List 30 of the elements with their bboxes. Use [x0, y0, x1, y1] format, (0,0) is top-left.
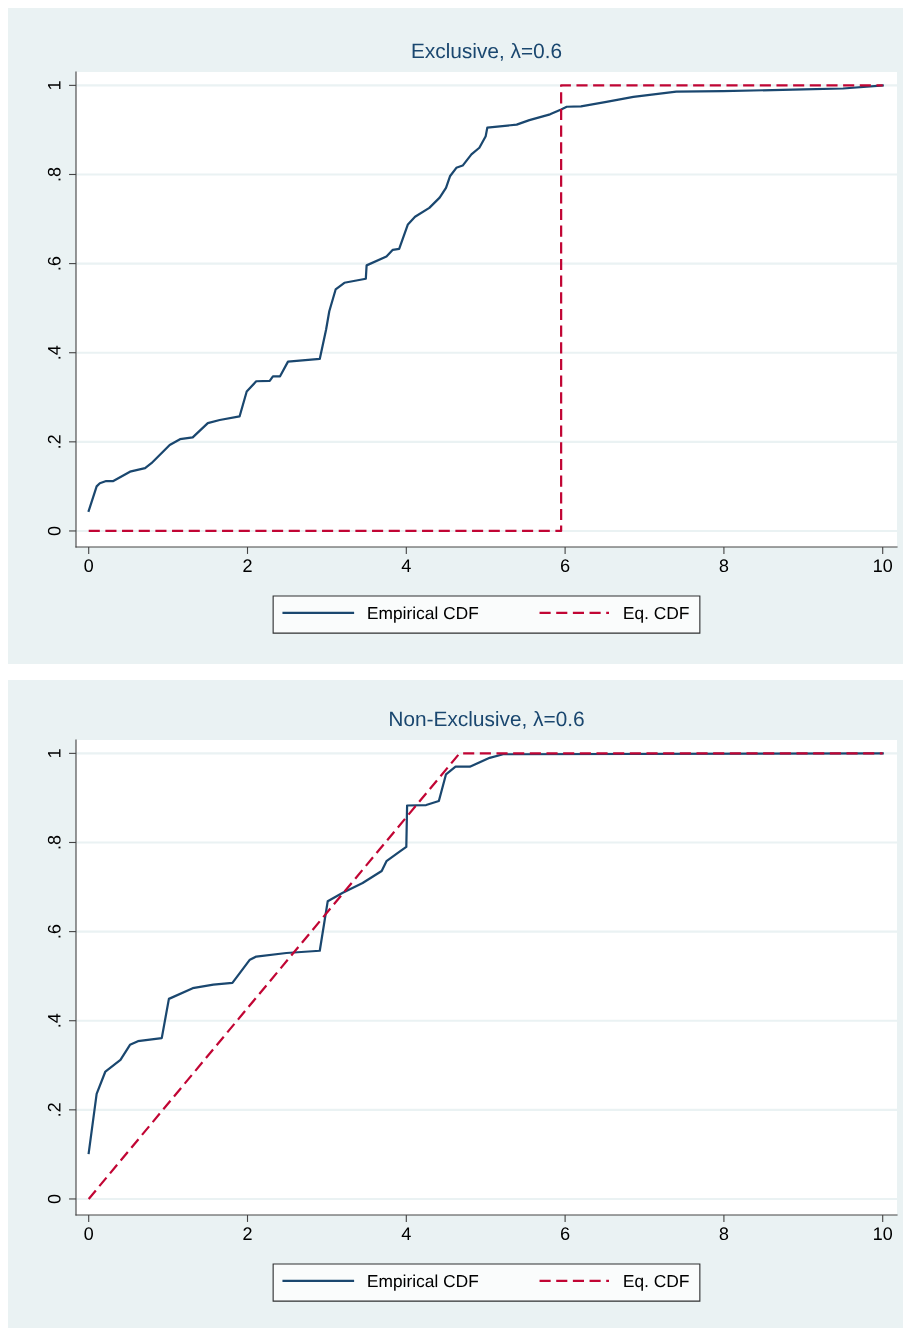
x-tick-label: 0: [84, 1227, 94, 1241]
y-tick-label: .2: [47, 1103, 61, 1116]
y-tick-label: .6: [47, 924, 61, 938]
legend-label: Eq. CDF: [624, 606, 689, 623]
y-tick-label: .8: [47, 167, 61, 181]
y-tick-label: 1: [48, 81, 61, 90]
y-tick-label: .2: [47, 435, 61, 448]
y-tick-label: 1: [48, 749, 61, 758]
x-tick-label: 2: [243, 559, 252, 572]
legend-label: Empirical CDF: [368, 1274, 479, 1291]
x-tick-label: 4: [401, 1227, 411, 1240]
y-tick-label: .8: [47, 835, 61, 849]
y-tick-label: .4: [48, 345, 61, 359]
y-tick-label: 0: [47, 526, 61, 536]
legend-label: Eq. CDF: [624, 1274, 689, 1291]
chart-title: Exclusive, λ=0.6: [412, 43, 562, 61]
y-tick-label: 0: [47, 1194, 61, 1204]
x-tick-label: 0: [84, 559, 94, 573]
y-tick-label: .6: [47, 256, 61, 270]
x-tick-label: 10: [874, 1227, 893, 1241]
chart-title: Non-Exclusive, λ=0.6: [390, 711, 584, 729]
x-tick-label: 6: [561, 1227, 570, 1241]
x-tick-label: 2: [243, 1227, 252, 1240]
x-tick-label: 8: [719, 559, 729, 573]
x-tick-label: 6: [561, 559, 570, 573]
y-tick-label: .4: [48, 1013, 61, 1027]
x-tick-label: 8: [719, 1227, 729, 1241]
x-tick-label: 4: [401, 559, 411, 572]
x-tick-label: 10: [874, 559, 893, 573]
legend-label: Empirical CDF: [368, 606, 479, 623]
